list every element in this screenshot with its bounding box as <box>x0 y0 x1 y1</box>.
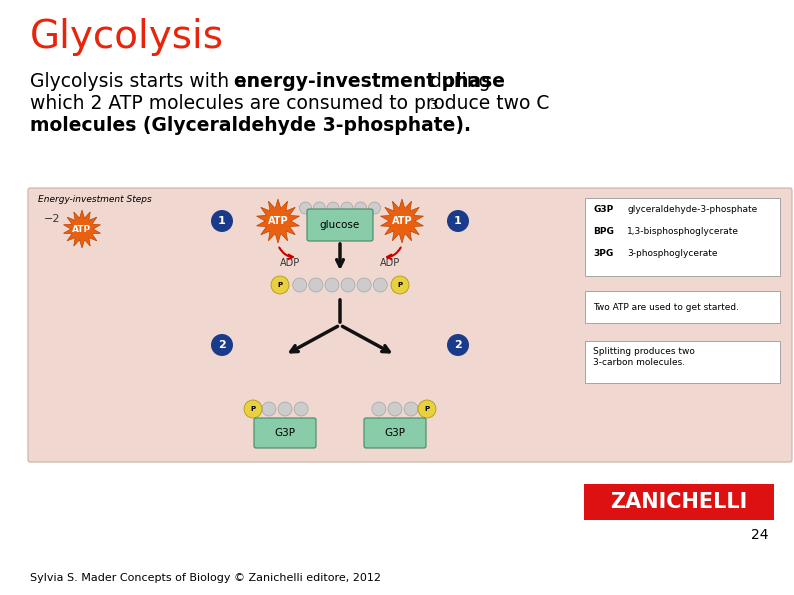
Circle shape <box>271 276 289 294</box>
Circle shape <box>327 202 339 214</box>
Circle shape <box>314 202 326 214</box>
Text: Sylvia S. Mader Concepts of Biology © Zanichelli editore, 2012: Sylvia S. Mader Concepts of Biology © Za… <box>30 573 381 583</box>
Text: ZANICHELLI: ZANICHELLI <box>611 492 748 512</box>
FancyArrowPatch shape <box>342 326 389 352</box>
Text: G3P: G3P <box>384 428 406 438</box>
FancyBboxPatch shape <box>584 484 774 520</box>
Circle shape <box>309 278 323 292</box>
Circle shape <box>447 210 469 232</box>
Text: Two ATP are used to get started.: Two ATP are used to get started. <box>593 302 739 312</box>
Text: 3: 3 <box>430 99 439 112</box>
FancyArrowPatch shape <box>291 326 337 352</box>
Text: during: during <box>424 72 490 91</box>
Polygon shape <box>64 210 101 248</box>
Text: 24: 24 <box>751 528 769 542</box>
Circle shape <box>278 402 292 416</box>
Circle shape <box>404 402 418 416</box>
Text: 1: 1 <box>454 216 462 226</box>
Text: P: P <box>425 406 430 412</box>
FancyArrowPatch shape <box>387 248 401 259</box>
Text: P: P <box>277 282 283 288</box>
Text: ADP: ADP <box>279 258 300 268</box>
Circle shape <box>262 402 276 416</box>
Circle shape <box>357 278 371 292</box>
Text: Energy-investment Steps: Energy-investment Steps <box>38 195 152 204</box>
Text: 3PG: 3PG <box>593 249 613 258</box>
Text: ADP: ADP <box>380 258 400 268</box>
FancyArrowPatch shape <box>279 248 293 259</box>
Text: glucose: glucose <box>320 220 360 230</box>
Circle shape <box>373 278 387 292</box>
Circle shape <box>294 402 308 416</box>
Text: which 2 ATP molecules are consumed to produce two C: which 2 ATP molecules are consumed to pr… <box>30 94 549 113</box>
Text: ATP: ATP <box>268 216 288 226</box>
Circle shape <box>211 334 233 356</box>
Text: −2: −2 <box>44 214 60 224</box>
Text: 3-phosphoglycerate: 3-phosphoglycerate <box>627 249 718 258</box>
Circle shape <box>211 210 233 232</box>
Circle shape <box>388 402 402 416</box>
FancyBboxPatch shape <box>254 418 316 448</box>
Text: Glycolysis starts with an: Glycolysis starts with an <box>30 72 264 91</box>
Circle shape <box>447 334 469 356</box>
Text: molecules (Glyceraldehyde 3-phosphate).: molecules (Glyceraldehyde 3-phosphate). <box>30 116 471 135</box>
Text: G3P: G3P <box>593 205 613 215</box>
Circle shape <box>391 276 409 294</box>
Text: G3P: G3P <box>275 428 295 438</box>
Text: BPG: BPG <box>593 227 614 236</box>
Circle shape <box>244 400 262 418</box>
Polygon shape <box>380 199 423 243</box>
Circle shape <box>368 202 380 214</box>
Circle shape <box>355 202 367 214</box>
Circle shape <box>299 202 311 214</box>
FancyBboxPatch shape <box>585 198 780 276</box>
Text: ATP: ATP <box>391 216 412 226</box>
FancyBboxPatch shape <box>28 188 792 462</box>
FancyBboxPatch shape <box>585 341 780 383</box>
FancyBboxPatch shape <box>585 291 780 323</box>
Text: ATP: ATP <box>72 224 91 233</box>
Text: 2: 2 <box>454 340 462 350</box>
FancyBboxPatch shape <box>364 418 426 448</box>
Circle shape <box>418 400 436 418</box>
Text: Glycolysis: Glycolysis <box>30 18 224 56</box>
Text: P: P <box>250 406 256 412</box>
Text: 1,3-bisphosphoglycerate: 1,3-bisphosphoglycerate <box>627 227 739 236</box>
Polygon shape <box>256 199 299 243</box>
Circle shape <box>325 278 339 292</box>
Text: energy-investment phase: energy-investment phase <box>234 72 505 91</box>
Text: 1: 1 <box>218 216 225 226</box>
Text: glyceraldehyde-3-phosphate: glyceraldehyde-3-phosphate <box>627 205 757 215</box>
Circle shape <box>372 402 386 416</box>
Text: P: P <box>398 282 403 288</box>
Circle shape <box>293 278 306 292</box>
Circle shape <box>341 202 353 214</box>
Text: 2: 2 <box>218 340 225 350</box>
Circle shape <box>341 278 355 292</box>
Text: Splitting produces two
3-carbon molecules.: Splitting produces two 3-carbon molecule… <box>593 347 695 367</box>
FancyArrowPatch shape <box>337 244 343 267</box>
FancyBboxPatch shape <box>307 209 373 241</box>
